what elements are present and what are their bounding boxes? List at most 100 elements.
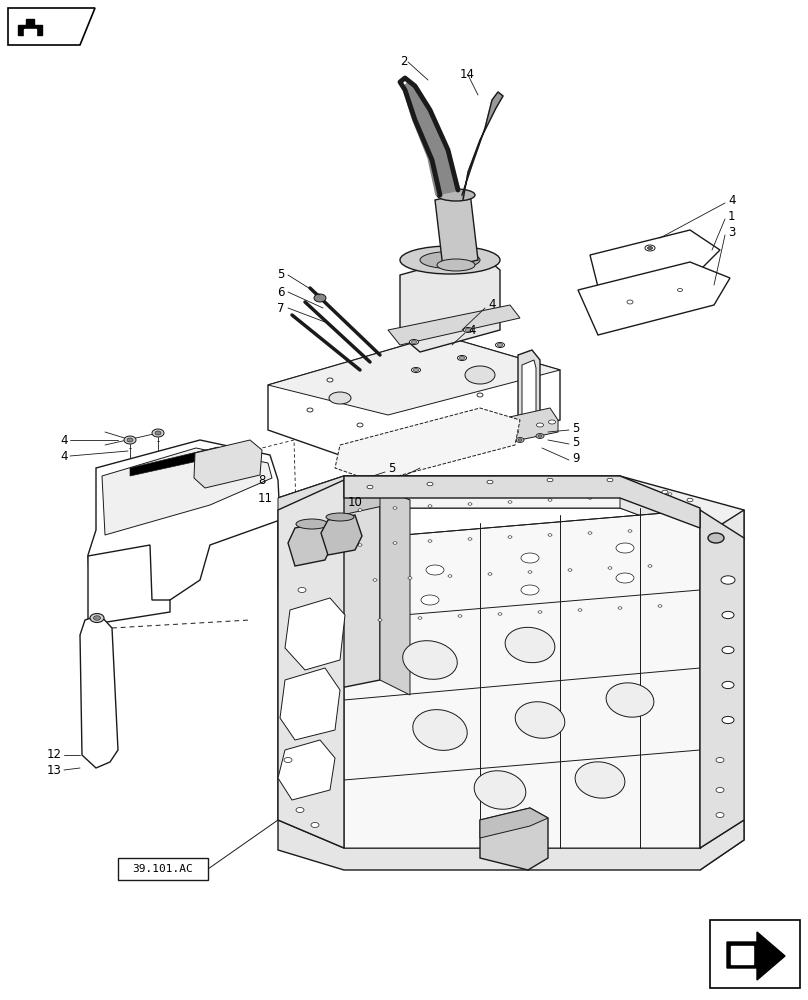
Ellipse shape [296,808,304,812]
Ellipse shape [468,538,472,540]
Ellipse shape [329,392,351,404]
Ellipse shape [402,641,457,679]
Ellipse shape [477,393,483,397]
Polygon shape [344,476,700,528]
Ellipse shape [606,683,654,717]
Ellipse shape [155,431,161,435]
Ellipse shape [687,498,693,502]
Ellipse shape [437,259,475,271]
Ellipse shape [521,553,539,563]
Polygon shape [102,448,272,535]
Ellipse shape [314,294,326,302]
Text: 4: 4 [61,434,68,446]
Polygon shape [285,598,345,670]
Ellipse shape [414,368,419,371]
Ellipse shape [549,420,556,424]
Text: 11: 11 [258,491,273,504]
Polygon shape [335,408,520,482]
Ellipse shape [722,611,734,619]
Ellipse shape [373,579,377,581]
Ellipse shape [495,342,504,348]
Ellipse shape [668,493,672,495]
Polygon shape [462,92,503,200]
Ellipse shape [607,478,613,482]
Ellipse shape [575,762,625,798]
Bar [118,858,208,880]
Ellipse shape [498,613,502,615]
Ellipse shape [90,613,104,622]
Ellipse shape [152,429,164,437]
Polygon shape [731,946,753,964]
Ellipse shape [298,587,306,592]
Ellipse shape [536,434,544,438]
Polygon shape [280,488,380,700]
Text: 7: 7 [277,302,285,314]
Ellipse shape [284,758,292,762]
Ellipse shape [124,436,136,444]
Ellipse shape [465,328,470,332]
Ellipse shape [457,356,466,360]
Ellipse shape [608,567,612,569]
Ellipse shape [411,340,416,344]
Polygon shape [278,476,344,590]
Ellipse shape [460,357,465,360]
Ellipse shape [521,585,539,595]
Ellipse shape [528,571,532,573]
Ellipse shape [568,569,572,571]
Ellipse shape [618,607,622,609]
Ellipse shape [407,443,413,447]
Polygon shape [24,29,36,37]
Text: 2: 2 [400,55,407,68]
Polygon shape [435,192,478,268]
Ellipse shape [367,485,373,489]
Ellipse shape [578,609,582,611]
Text: 14: 14 [460,68,475,81]
Ellipse shape [662,490,668,494]
Polygon shape [505,408,558,442]
Ellipse shape [326,513,354,521]
Text: 5: 5 [388,462,395,475]
Ellipse shape [487,480,493,484]
Polygon shape [578,262,730,335]
Ellipse shape [458,615,462,617]
Polygon shape [288,522,332,566]
Ellipse shape [311,822,319,828]
Polygon shape [88,440,280,612]
Text: 13: 13 [47,764,62,776]
Ellipse shape [716,812,724,818]
Ellipse shape [296,519,328,529]
Text: 5: 5 [278,268,285,282]
Text: 9: 9 [572,452,579,464]
Text: 10: 10 [348,495,363,508]
Polygon shape [194,440,262,488]
Polygon shape [268,335,560,472]
Polygon shape [278,740,335,800]
Text: 6: 6 [277,286,285,298]
Polygon shape [700,510,744,870]
Polygon shape [321,515,362,555]
Ellipse shape [547,478,553,482]
Ellipse shape [498,344,503,347]
Ellipse shape [628,530,632,532]
Ellipse shape [358,544,362,546]
Ellipse shape [677,288,683,292]
Ellipse shape [538,435,542,437]
Ellipse shape [488,573,492,575]
Ellipse shape [400,246,500,274]
Ellipse shape [418,617,422,619]
Bar [710,920,800,988]
Polygon shape [590,230,720,295]
Polygon shape [280,668,340,740]
Ellipse shape [511,430,519,434]
Text: 4: 4 [468,324,475,336]
Ellipse shape [410,340,419,344]
Ellipse shape [722,646,734,654]
Ellipse shape [588,532,592,534]
Ellipse shape [716,788,724,792]
Polygon shape [88,545,170,625]
Polygon shape [620,476,700,538]
Ellipse shape [537,423,544,427]
Polygon shape [80,615,118,768]
Polygon shape [522,360,536,420]
Ellipse shape [94,616,100,620]
